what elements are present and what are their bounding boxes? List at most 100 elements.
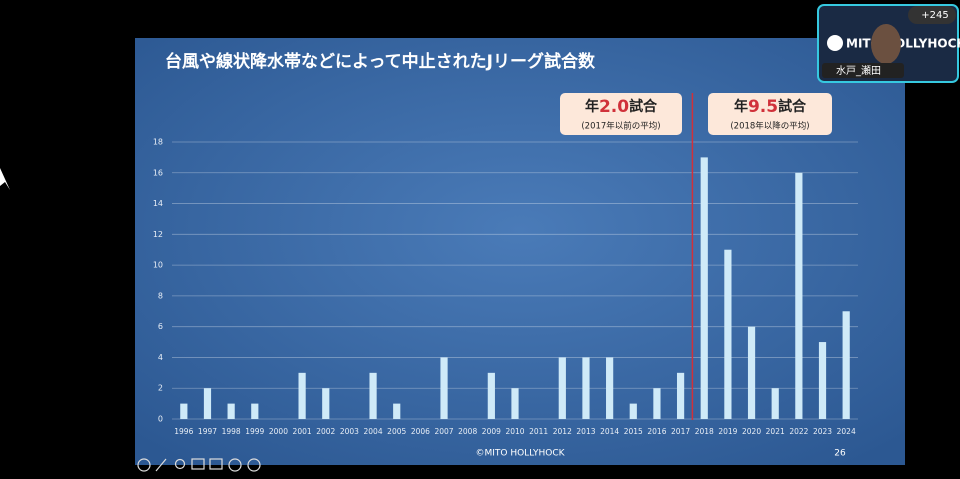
x-tick-label: 2010: [505, 427, 524, 436]
y-tick-label: 14: [153, 199, 163, 208]
y-tick-label: 2: [158, 384, 163, 393]
annotation-note: (2018年以降の平均): [730, 121, 809, 132]
x-tick-label: 2019: [718, 427, 737, 436]
bar: [700, 157, 708, 419]
logo-mark: [827, 35, 843, 51]
bar: [203, 388, 212, 419]
slide-title: 台風や線状降水帯などによって中止されたJリーグ試合数: [165, 51, 596, 72]
x-tick-label: 2018: [695, 427, 714, 436]
video-button[interactable]: [209, 458, 223, 470]
annotation-headline: 年2.0試合: [585, 97, 658, 117]
bar: [771, 388, 779, 419]
participant-tile: MITO HOLLYHOCK +245 水戸_瀬田: [817, 4, 960, 83]
annotation-box: [708, 93, 832, 135]
y-tick-label: 12: [153, 230, 163, 239]
x-tick-label: 2004: [364, 427, 383, 436]
name-tag: [822, 63, 904, 78]
bar: [440, 357, 448, 419]
count-badge[interactable]: [908, 6, 956, 24]
annotation: 年9.5試合 (2018年以降の平均): [708, 93, 832, 135]
annotation-suffix: 試合: [778, 98, 807, 115]
y-tick-label: 18: [153, 138, 163, 147]
bar: [818, 342, 827, 419]
x-tick-label: 2022: [789, 427, 808, 436]
x-tick-label: 2000: [269, 427, 288, 436]
x-tick-label: 2023: [813, 427, 832, 436]
annotation: 年2.0試合 (2017年以前の平均): [560, 93, 682, 135]
next-button[interactable]: [247, 458, 261, 472]
annotation-box: [560, 93, 682, 135]
y-tick-label: 16: [153, 168, 163, 177]
x-tick-label: 2011: [529, 427, 548, 436]
slide-toolbar: [137, 458, 261, 472]
x-tick-label: 2012: [553, 427, 572, 436]
bar: [558, 357, 566, 419]
x-tick-label: 2005: [387, 427, 406, 436]
bar: [298, 372, 306, 419]
x-tick-label: 1998: [222, 427, 241, 436]
y-tick-label: 8: [158, 291, 163, 300]
prev-button[interactable]: [137, 458, 151, 472]
x-tick-label: 1997: [198, 427, 217, 436]
bar: [511, 388, 519, 419]
annotation-prefix: 年: [734, 98, 748, 115]
bar: [180, 403, 188, 419]
x-tick-label: 2002: [316, 427, 335, 436]
y-tick-label: 6: [158, 322, 163, 331]
annotation-prefix: 年: [585, 98, 599, 115]
zoom-button[interactable]: [174, 458, 186, 470]
logo-text: MITO HOLLYHOCK: [846, 37, 960, 51]
bar: [629, 403, 637, 419]
x-tick-label: 2001: [293, 427, 312, 436]
annotation-headline: 年9.5試合: [734, 97, 807, 117]
bar: [251, 403, 259, 419]
x-tick-label: 2014: [600, 427, 619, 436]
bar: [842, 311, 850, 419]
x-tick-label: 2006: [411, 427, 430, 436]
x-tick-label: 2016: [647, 427, 666, 436]
x-tick-label: 2015: [624, 427, 643, 436]
pen-button[interactable]: [155, 458, 167, 472]
caption-button[interactable]: [191, 458, 205, 470]
annotation-suffix: 試合: [629, 98, 658, 115]
y-tick-label: 4: [158, 353, 163, 362]
bar: [724, 249, 732, 419]
x-tick-label: 1999: [245, 427, 264, 436]
bar: [227, 403, 235, 419]
annotation-value: 2.0: [599, 97, 629, 117]
x-tick-label: 2013: [576, 427, 595, 436]
bar: [582, 357, 590, 419]
bar: [795, 172, 803, 419]
person: [871, 24, 901, 64]
x-tick-label: 2017: [671, 427, 690, 436]
x-tick-label: 2003: [340, 427, 359, 436]
annotation-value: 9.5: [748, 97, 778, 117]
participant-count: +245: [921, 10, 948, 21]
bar: [653, 388, 661, 419]
y-tick-label: 0: [158, 415, 163, 424]
bar: [393, 403, 401, 419]
page-number: 26: [834, 449, 846, 459]
chart: 0 2 4 6 8 10 12 14 16 18 1996 1997 1998 1999 2000 2001 2…: [153, 93, 858, 436]
x-tick-label: 2020: [742, 427, 761, 436]
y-tick-label: 10: [153, 261, 163, 270]
x-tick-label: 2009: [482, 427, 501, 436]
bar: [369, 372, 377, 419]
cursor: [0, 168, 10, 190]
more-button[interactable]: [228, 458, 242, 472]
bar: [747, 326, 756, 419]
bar: [606, 357, 614, 419]
participant-name: 水戸_瀬田: [836, 65, 881, 77]
x-tick-label: 2007: [434, 427, 453, 436]
annotation-note: (2017年以前の平均): [581, 121, 660, 132]
x-tick-label: 2024: [837, 427, 856, 436]
x-tick-label: 2008: [458, 427, 477, 436]
x-tick-label: 1996: [174, 427, 193, 436]
bar: [487, 372, 495, 419]
footer: ©MITO HOLLYHOCK: [475, 449, 565, 459]
bar: [322, 388, 330, 419]
bar: [676, 372, 685, 419]
x-tick-label: 2021: [766, 427, 785, 436]
